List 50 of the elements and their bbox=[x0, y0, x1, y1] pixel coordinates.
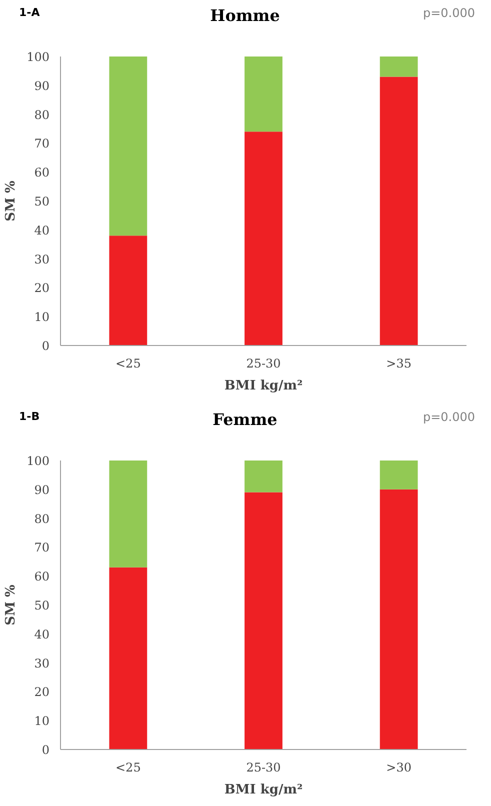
x-axis-title: BMI kg/m² bbox=[224, 378, 303, 394]
bar bbox=[380, 489, 418, 750]
y-tick-label: 30 bbox=[34, 252, 50, 266]
y-axis-title: SM % bbox=[4, 584, 19, 626]
bar bbox=[244, 492, 282, 750]
text: 1-A bbox=[19, 5, 40, 21]
y-tick-label: 80 bbox=[34, 108, 50, 122]
chart-title: Homme bbox=[210, 5, 280, 27]
y-tick-label: 90 bbox=[34, 78, 50, 93]
bar bbox=[244, 56, 282, 132]
y-tick-label: 90 bbox=[34, 482, 50, 497]
y-tick-label: 40 bbox=[34, 627, 50, 642]
y-tick-label: 50 bbox=[34, 598, 50, 612]
chart-title: Femme bbox=[212, 409, 278, 431]
x-tick-label: >35 bbox=[386, 356, 412, 370]
y-tick-label: 0 bbox=[42, 339, 50, 353]
y-axis-title: SM % bbox=[4, 180, 19, 222]
y-tick-label: 10 bbox=[34, 310, 50, 324]
bar bbox=[380, 76, 418, 346]
y-tick-label: 70 bbox=[34, 540, 50, 555]
bar bbox=[380, 460, 418, 490]
y-tick-label: 40 bbox=[34, 223, 50, 238]
text: 1-B bbox=[19, 409, 40, 425]
text: p=0.000 bbox=[422, 409, 475, 426]
y-tick-label: 0 bbox=[42, 743, 50, 757]
y-tick-label: 20 bbox=[34, 281, 50, 296]
y-tick-label: 70 bbox=[34, 136, 50, 151]
bar bbox=[109, 236, 148, 346]
bar bbox=[244, 460, 282, 492]
x-axis-title: BMI kg/m² bbox=[224, 782, 303, 798]
y-tick-label: 60 bbox=[34, 166, 50, 180]
y-tick-label: 20 bbox=[34, 685, 50, 700]
y-tick-label: 60 bbox=[34, 570, 50, 584]
y-tick-label: 50 bbox=[34, 194, 50, 208]
y-tick-label: 100 bbox=[26, 454, 50, 468]
x-tick-label: 25-30 bbox=[246, 760, 281, 774]
bar bbox=[380, 56, 418, 77]
bar bbox=[244, 132, 282, 346]
x-tick-label: <25 bbox=[116, 760, 141, 774]
x-tick-label: >30 bbox=[386, 760, 412, 774]
x-tick-label: <25 bbox=[116, 356, 141, 370]
text: p=0.000 bbox=[422, 5, 475, 22]
y-tick-label: 30 bbox=[34, 656, 50, 670]
bar bbox=[109, 567, 148, 750]
x-tick-label: 25-30 bbox=[246, 356, 281, 370]
bar bbox=[109, 460, 148, 568]
bar bbox=[109, 56, 148, 236]
y-tick-label: 80 bbox=[34, 512, 50, 526]
y-tick-label: 100 bbox=[26, 50, 50, 64]
y-tick-label: 10 bbox=[34, 714, 50, 728]
